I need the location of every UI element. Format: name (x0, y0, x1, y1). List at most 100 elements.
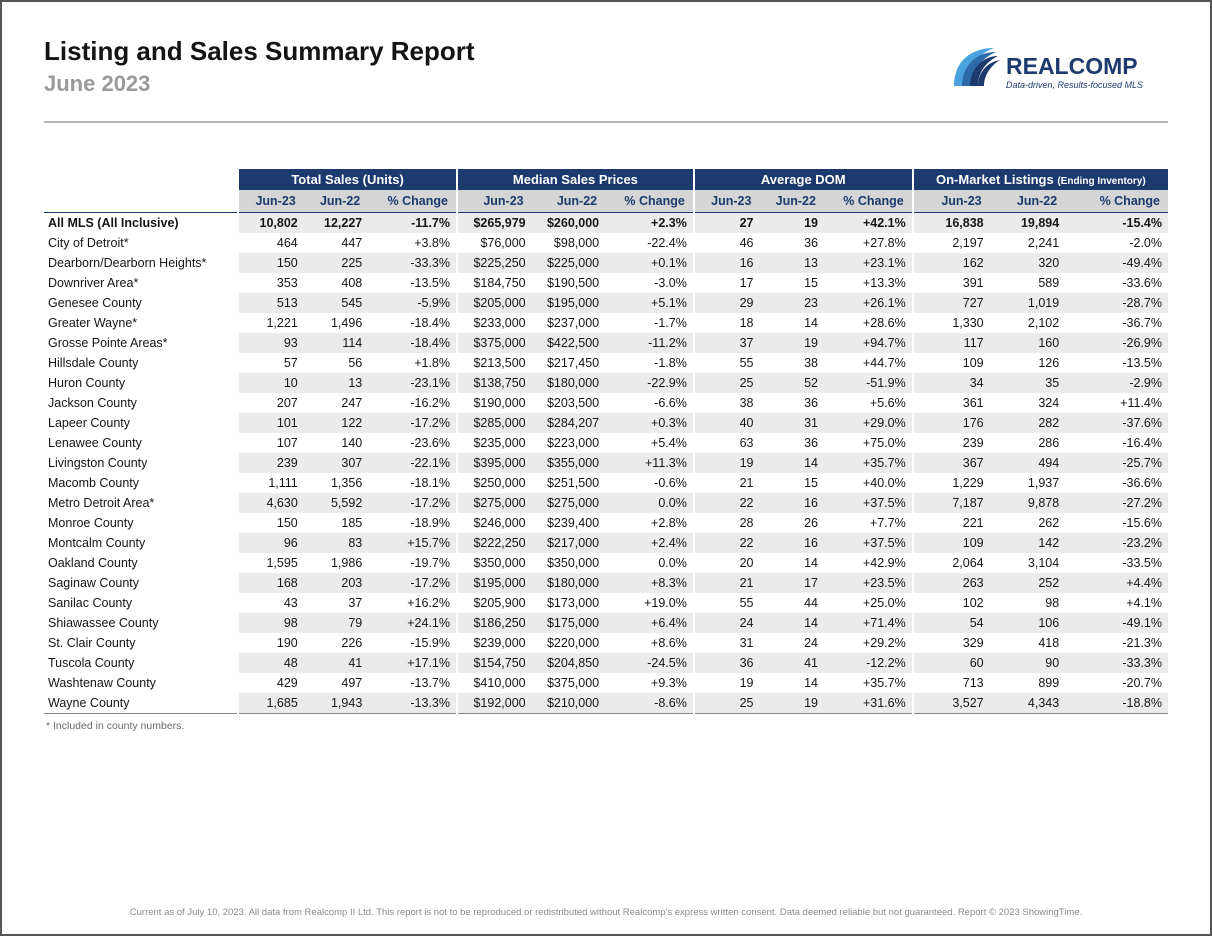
data-cell: +11.4% (1065, 393, 1168, 413)
data-cell: $410,000 (457, 673, 532, 693)
data-cell: -0.6% (605, 473, 694, 493)
column-header: Jun-23 (238, 190, 304, 213)
data-cell: 15 (759, 473, 824, 493)
data-cell: -22.1% (368, 453, 457, 473)
data-cell: -18.4% (368, 313, 457, 333)
data-cell: 109 (913, 533, 990, 553)
row-label: Downriver Area* (44, 273, 238, 293)
report-header: Listing and Sales Summary Report June 20… (44, 36, 1168, 103)
data-cell: 43 (238, 593, 304, 613)
table-row: Metro Detroit Area*4,6305,592-17.2%$275,… (44, 493, 1168, 513)
data-cell: 9,878 (990, 493, 1066, 513)
data-cell: -33.6% (1065, 273, 1168, 293)
data-cell: -11.2% (605, 333, 694, 353)
logo-name: REALCOMP (1006, 53, 1138, 79)
data-cell: 14 (759, 313, 824, 333)
data-cell: 24 (759, 633, 824, 653)
data-cell: 14 (759, 673, 824, 693)
data-cell: 3,104 (990, 553, 1066, 573)
data-cell: +29.2% (824, 633, 913, 653)
report-title: Listing and Sales Summary Report (44, 36, 475, 67)
data-cell: 168 (238, 573, 304, 593)
blank-subheader (44, 190, 238, 213)
data-cell: $190,500 (532, 273, 605, 293)
table-row: Hillsdale County5756+1.8%$213,500$217,45… (44, 353, 1168, 373)
data-cell: $195,000 (532, 293, 605, 313)
data-cell: +8.6% (605, 633, 694, 653)
data-cell: 56 (304, 353, 369, 373)
data-cell: -8.6% (605, 693, 694, 714)
data-cell: 0.0% (605, 553, 694, 573)
data-cell: 494 (990, 453, 1066, 473)
data-cell: +75.0% (824, 433, 913, 453)
data-cell: 101 (238, 413, 304, 433)
data-cell: 107 (238, 433, 304, 453)
table-row: Lenawee County107140-23.6%$235,000$223,0… (44, 433, 1168, 453)
data-cell: 126 (990, 353, 1066, 373)
data-cell: +0.3% (605, 413, 694, 433)
footnote: * Included in county numbers. (46, 720, 1168, 732)
data-cell: 391 (913, 273, 990, 293)
data-cell: $76,000 (457, 233, 532, 253)
table-row: Shiawassee County9879+24.1%$186,250$175,… (44, 613, 1168, 633)
data-cell: +7.7% (824, 513, 913, 533)
data-cell: -2.9% (1065, 373, 1168, 393)
data-cell: 10,802 (238, 213, 304, 234)
data-cell: 252 (990, 573, 1066, 593)
data-cell: 226 (304, 633, 369, 653)
row-label: Huron County (44, 373, 238, 393)
data-cell: 31 (694, 633, 760, 653)
group-header: Total Sales (Units) (238, 169, 457, 190)
row-label: Monroe County (44, 513, 238, 533)
data-cell: 1,496 (304, 313, 369, 333)
data-cell: -16.2% (368, 393, 457, 413)
title-block: Listing and Sales Summary Report June 20… (44, 36, 475, 97)
table-row: Lapeer County101122-17.2%$285,000$284,20… (44, 413, 1168, 433)
data-cell: -27.2% (1065, 493, 1168, 513)
row-label: City of Detroit* (44, 233, 238, 253)
data-cell: 46 (694, 233, 760, 253)
data-cell: 176 (913, 413, 990, 433)
data-cell: 31 (759, 413, 824, 433)
data-cell: $395,000 (457, 453, 532, 473)
data-cell: 513 (238, 293, 304, 313)
data-cell: 1,685 (238, 693, 304, 714)
data-cell: +4.4% (1065, 573, 1168, 593)
table-row: Saginaw County168203-17.2%$195,000$180,0… (44, 573, 1168, 593)
table-row: Genesee County513545-5.9%$205,000$195,00… (44, 293, 1168, 313)
data-cell: 20 (694, 553, 760, 573)
data-cell: -37.6% (1065, 413, 1168, 433)
data-cell: 282 (990, 413, 1066, 433)
data-cell: 36 (759, 393, 824, 413)
data-cell: 19 (759, 213, 824, 234)
data-cell: $251,500 (532, 473, 605, 493)
data-cell: $239,000 (457, 633, 532, 653)
data-cell: +71.4% (824, 613, 913, 633)
data-cell: 41 (759, 653, 824, 673)
data-cell: $222,250 (457, 533, 532, 553)
data-cell: 55 (694, 593, 760, 613)
group-header: On-Market Listings (Ending Inventory) (913, 169, 1168, 190)
data-cell: 899 (990, 673, 1066, 693)
data-cell: 17 (759, 573, 824, 593)
data-cell: 2,102 (990, 313, 1066, 333)
data-cell: 27 (694, 213, 760, 234)
data-cell: 98 (238, 613, 304, 633)
data-cell: +16.2% (368, 593, 457, 613)
data-cell: 106 (990, 613, 1066, 633)
column-header: % Change (824, 190, 913, 213)
data-cell: 40 (694, 413, 760, 433)
data-cell: 93 (238, 333, 304, 353)
data-cell: $239,400 (532, 513, 605, 533)
data-cell: 3,527 (913, 693, 990, 714)
data-cell: 225 (304, 253, 369, 273)
table-row: Huron County1013-23.1%$138,750$180,000-2… (44, 373, 1168, 393)
row-label: Grosse Pointe Areas* (44, 333, 238, 353)
data-cell: 1,356 (304, 473, 369, 493)
data-cell: 361 (913, 393, 990, 413)
column-header: % Change (605, 190, 694, 213)
data-cell: 239 (238, 453, 304, 473)
data-cell: 1,986 (304, 553, 369, 573)
data-cell: 221 (913, 513, 990, 533)
data-cell: 4,630 (238, 493, 304, 513)
